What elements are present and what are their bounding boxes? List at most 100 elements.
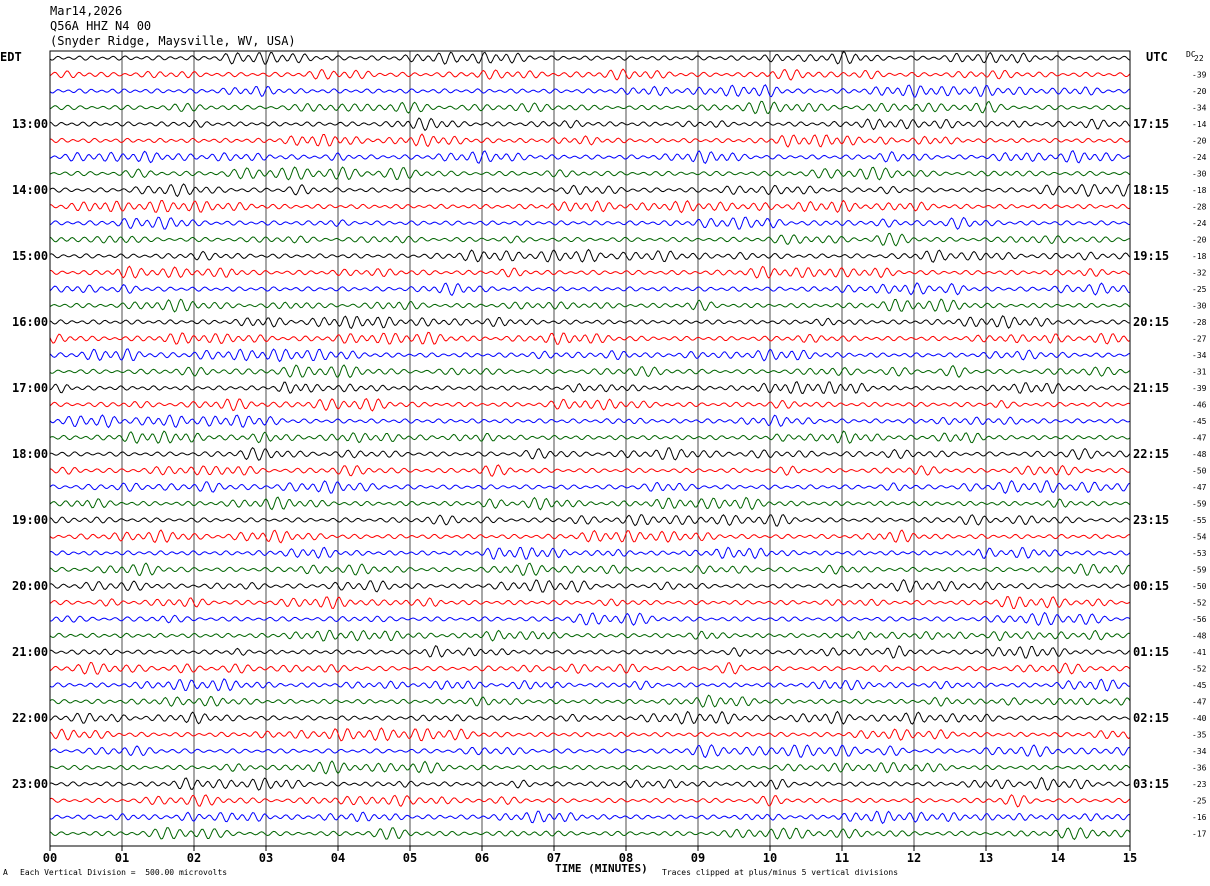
dc-offset-label: -30 [1192, 170, 1207, 179]
dc-offset-label: -47 [1192, 698, 1207, 707]
x-axis-label: TIME (MINUTES) [555, 862, 648, 875]
seismic-trace [49, 414, 1131, 429]
seismic-trace [49, 248, 1131, 263]
seismic-trace [49, 710, 1131, 725]
seismic-trace [49, 430, 1131, 444]
seismic-trace [49, 117, 1131, 132]
dc-offset-label: -25 [1192, 797, 1207, 806]
dc-offset-label: -47 [1192, 483, 1207, 492]
dc-offset-label: -48 [1192, 450, 1207, 459]
x-tick-label: 10 [763, 851, 777, 865]
dc-offset-label: -34 [1192, 104, 1207, 113]
dc-offset-label: -41 [1192, 648, 1207, 657]
dc-offset-label: -59 [1192, 500, 1207, 509]
left-time-label: 15:00 [12, 249, 48, 263]
seismic-trace [49, 661, 1131, 675]
x-tick-label: 08 [619, 851, 633, 865]
right-time-label: 01:15 [1133, 645, 1169, 659]
seismic-trace [49, 315, 1131, 330]
dc-offset-label: -59 [1192, 566, 1207, 575]
seismic-trace [49, 611, 1131, 627]
date-label: Mar14,2026 [50, 4, 123, 18]
left-time-label: 23:00 [12, 777, 48, 791]
dc-label: DC [1186, 50, 1196, 59]
left-time-label: 21:00 [12, 645, 48, 659]
seismic-trace [49, 776, 1131, 791]
dc-offset-label: 22 [1194, 54, 1204, 63]
dc-offset-label: -53 [1192, 549, 1207, 558]
seismic-trace [49, 578, 1131, 593]
dc-offset-label: -20 [1192, 137, 1207, 146]
dc-offset-label: -16 [1192, 813, 1207, 822]
dc-offset-label: -28 [1192, 318, 1207, 327]
right-timezone-label: UTC [1146, 50, 1168, 64]
plot-frame [49, 50, 1131, 847]
footer-mark: A [3, 868, 8, 877]
dc-offset-label: -52 [1192, 665, 1207, 674]
dc-offset-label: -25 [1192, 285, 1207, 294]
seismic-trace [49, 150, 1131, 164]
right-time-label: 23:15 [1133, 513, 1169, 527]
dc-offset-label: -45 [1192, 417, 1207, 426]
seismic-trace [49, 513, 1131, 527]
dc-offset-label: -35 [1192, 731, 1207, 740]
seismic-trace [49, 694, 1131, 708]
dc-offset-label: -55 [1192, 516, 1207, 525]
seismic-trace [49, 397, 1131, 412]
dc-offset-label: -20 [1192, 236, 1207, 245]
seismic-trace [49, 727, 1131, 742]
seismic-trace [49, 629, 1131, 642]
seismic-trace [49, 166, 1131, 181]
seismic-trace [49, 364, 1131, 379]
x-tick-label: 06 [475, 851, 489, 865]
seismic-trace [49, 282, 1131, 297]
dc-offset-label: -34 [1192, 747, 1207, 756]
x-tick-label: 09 [691, 851, 705, 865]
seismic-trace [49, 298, 1131, 313]
seismic-trace [49, 479, 1131, 495]
dc-offset-label: -27 [1192, 335, 1207, 344]
clip-note: Traces clipped at plus/minus 5 vertical … [662, 868, 899, 877]
dc-offset-label: -48 [1192, 632, 1207, 641]
seismic-trace [49, 84, 1131, 98]
seismic-trace [49, 645, 1131, 659]
dc-offset-label: -28 [1192, 203, 1207, 212]
seismic-trace [49, 380, 1131, 395]
x-tick-label: 04 [331, 851, 345, 865]
seismic-trace [49, 596, 1131, 610]
x-tick-label: 01 [115, 851, 129, 865]
right-time-label: 22:15 [1133, 447, 1169, 461]
x-tick-label: 13 [979, 851, 993, 865]
seismic-trace [49, 446, 1131, 461]
seismic-trace [49, 331, 1131, 345]
right-time-label: 00:15 [1133, 579, 1169, 593]
dc-offset-label: -54 [1192, 533, 1207, 542]
left-time-label: 18:00 [12, 447, 48, 461]
x-tick-label: 03 [259, 851, 273, 865]
location-label: (Snyder Ridge, Maysville, WV, USA) [50, 34, 296, 48]
dc-offset-label: -40 [1192, 714, 1207, 723]
dc-offset-label: -36 [1192, 764, 1207, 773]
right-time-label: 02:15 [1133, 711, 1169, 725]
left-time-label: 17:00 [12, 381, 48, 395]
dc-offset-label: -56 [1192, 615, 1207, 624]
x-tick-label: 11 [835, 851, 849, 865]
dc-offset-label: -46 [1192, 401, 1207, 410]
dc-offset-label: -20 [1192, 87, 1207, 96]
seismic-trace [49, 133, 1131, 148]
dc-offset-label: -50 [1192, 582, 1207, 591]
right-time-label: 03:15 [1133, 777, 1169, 791]
left-time-label: 14:00 [12, 183, 48, 197]
seismic-trace [49, 810, 1130, 825]
dc-offset-label: -34 [1192, 351, 1207, 360]
seismic-trace [49, 464, 1131, 477]
dc-offset-label: -24 [1192, 153, 1207, 162]
x-tick-label: 02 [187, 851, 201, 865]
dc-offset-label: -52 [1192, 599, 1207, 608]
left-time-label: 13:00 [12, 117, 48, 131]
seismic-trace [49, 827, 1131, 841]
seismic-trace [49, 529, 1131, 544]
left-time-label: 19:00 [12, 513, 48, 527]
right-time-label: 19:15 [1133, 249, 1169, 263]
